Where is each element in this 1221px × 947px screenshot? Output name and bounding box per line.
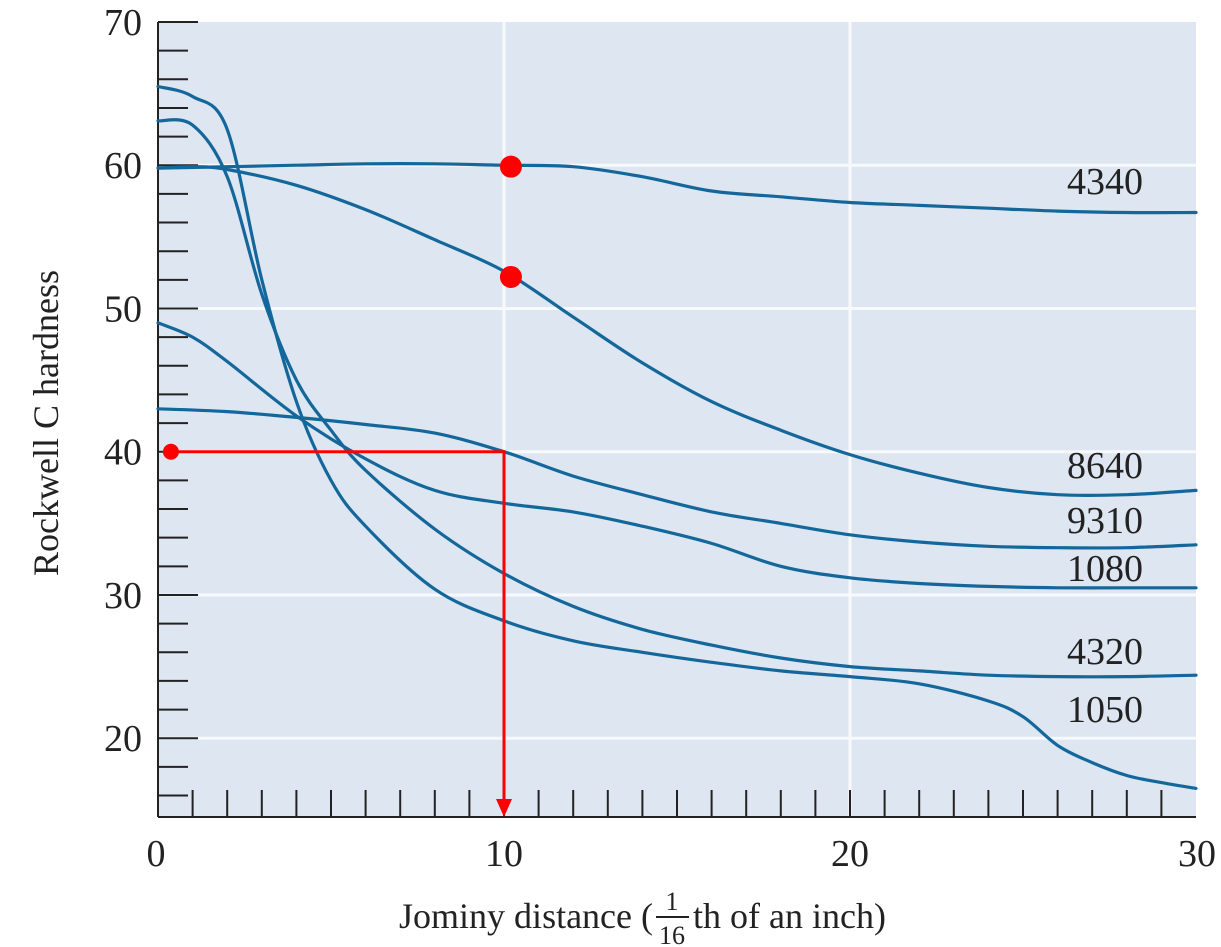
reading-line: [164, 450, 506, 803]
y-tick-label: 70: [104, 2, 142, 44]
series-line-4320: [156, 118, 1198, 679]
x-axis-title: Jominy distance ( 1 16 th of an inch): [399, 887, 886, 947]
series-label-1050: 1050: [1067, 689, 1143, 731]
series-label-1080: 1080: [1067, 548, 1143, 590]
x-axis-title-suffix: th of an inch): [693, 896, 886, 936]
y-tick-label: 20: [104, 718, 142, 760]
x-axis-title-fraction-numerator: 1: [666, 887, 679, 916]
y-axis-title: Rockwell C hardness: [26, 270, 66, 576]
labels-layer: 20 30 40 50 60 70 0 10 20 30 4340 8640 9310 1080 4320 1…: [104, 2, 1216, 875]
x-tick-label: 10: [485, 833, 523, 875]
series-label-8640: 8640: [1067, 445, 1143, 487]
annotation-layer: [162, 155, 522, 817]
x-axis-title-fraction-denominator: 16: [659, 921, 685, 947]
y-tick-label: 30: [104, 575, 142, 617]
y-tick-label: 50: [104, 288, 142, 330]
x-tick-label: 30: [1178, 833, 1216, 875]
series-label-4320: 4320: [1067, 631, 1143, 673]
series-line-1080: [156, 321, 1198, 590]
reading-start-marker: [162, 443, 179, 460]
axes-layer: [157, 22, 1196, 818]
series-layer: [156, 84, 1198, 790]
x-tick-label: 0: [147, 833, 166, 875]
series-line-8640: [156, 165, 1198, 498]
x-axis-title-prefix: Jominy distance (: [399, 896, 653, 936]
series-label-4340: 4340: [1067, 161, 1143, 203]
y-tick-label: 60: [104, 145, 142, 187]
series-line-1050: [156, 84, 1198, 790]
series-label-9310: 9310: [1067, 500, 1143, 542]
reading-arrowhead: [496, 799, 512, 817]
series-line-4340: [156, 162, 1198, 215]
highlight-marker: [499, 265, 522, 288]
series-line-9310: [156, 407, 1198, 550]
x-tick-label: 20: [831, 833, 869, 875]
highlight-marker: [499, 155, 522, 178]
grid-layer: [158, 22, 1196, 817]
y-tick-label: 40: [104, 432, 142, 474]
